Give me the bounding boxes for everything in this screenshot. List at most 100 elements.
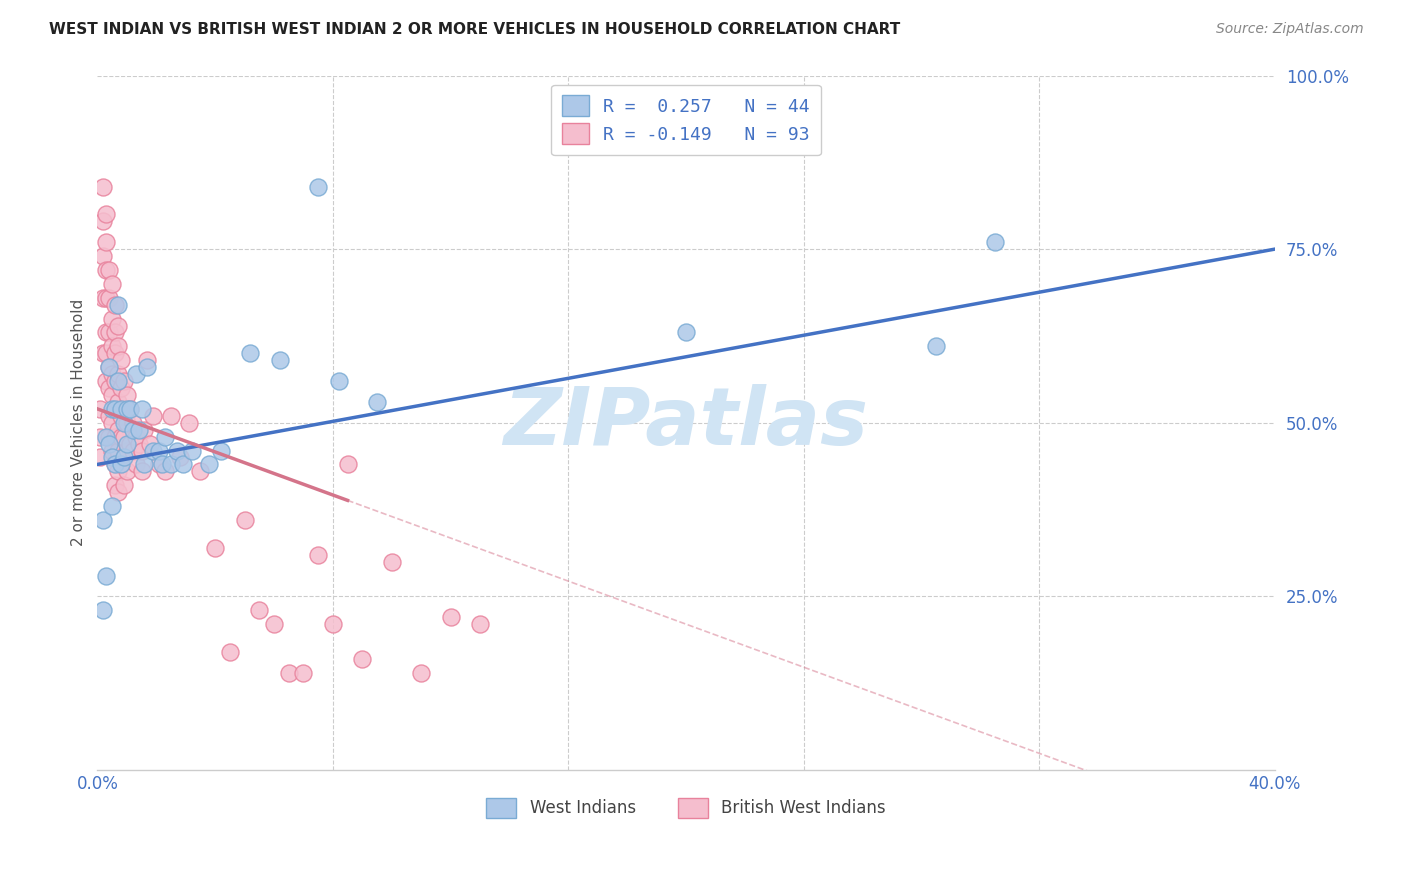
Point bbox=[150, 458, 173, 472]
Point bbox=[110, 381, 132, 395]
Point bbox=[91, 513, 114, 527]
Point bbox=[112, 450, 135, 465]
Point bbox=[139, 436, 162, 450]
Point bbox=[91, 603, 114, 617]
Point bbox=[160, 458, 183, 472]
Point bbox=[89, 450, 111, 465]
Point bbox=[96, 430, 118, 444]
Point bbox=[131, 464, 153, 478]
Point bbox=[239, 346, 262, 360]
Point bbox=[169, 450, 191, 465]
Point bbox=[96, 374, 118, 388]
Legend: West Indians, British West Indians: West Indians, British West Indians bbox=[479, 791, 893, 824]
Point bbox=[136, 360, 159, 375]
Point bbox=[131, 401, 153, 416]
Point bbox=[101, 416, 124, 430]
Point bbox=[98, 360, 121, 375]
Point bbox=[180, 443, 202, 458]
Point bbox=[128, 423, 150, 437]
Point bbox=[96, 207, 118, 221]
Point bbox=[209, 443, 232, 458]
Point bbox=[153, 464, 176, 478]
Point bbox=[98, 409, 121, 423]
Point bbox=[104, 326, 127, 340]
Point bbox=[160, 409, 183, 423]
Point bbox=[107, 318, 129, 333]
Point bbox=[104, 401, 127, 416]
Y-axis label: 2 or more Vehicles in Household: 2 or more Vehicles in Household bbox=[72, 299, 86, 547]
Point bbox=[153, 430, 176, 444]
Point bbox=[118, 401, 141, 416]
Point bbox=[101, 339, 124, 353]
Point bbox=[112, 450, 135, 465]
Point bbox=[91, 291, 114, 305]
Point bbox=[110, 409, 132, 423]
Point bbox=[101, 277, 124, 291]
Point bbox=[112, 401, 135, 416]
Point bbox=[104, 458, 127, 472]
Point bbox=[112, 430, 135, 444]
Point bbox=[118, 436, 141, 450]
Point bbox=[322, 617, 344, 632]
Point bbox=[91, 179, 114, 194]
Point bbox=[121, 416, 143, 430]
Point bbox=[121, 443, 143, 458]
Point bbox=[131, 443, 153, 458]
Point bbox=[984, 235, 1007, 250]
Point bbox=[101, 388, 124, 402]
Point bbox=[190, 464, 212, 478]
Point bbox=[124, 430, 146, 444]
Point bbox=[112, 478, 135, 492]
Point bbox=[411, 665, 433, 680]
Point bbox=[110, 458, 132, 472]
Point bbox=[98, 291, 121, 305]
Point bbox=[98, 381, 121, 395]
Text: WEST INDIAN VS BRITISH WEST INDIAN 2 OR MORE VEHICLES IN HOUSEHOLD CORRELATION C: WEST INDIAN VS BRITISH WEST INDIAN 2 OR … bbox=[49, 22, 900, 37]
Point bbox=[104, 374, 127, 388]
Point bbox=[110, 458, 132, 472]
Point bbox=[124, 458, 146, 472]
Point bbox=[101, 450, 124, 465]
Point bbox=[136, 353, 159, 368]
Point bbox=[439, 610, 461, 624]
Point bbox=[98, 436, 121, 450]
Point bbox=[142, 443, 165, 458]
Point bbox=[128, 436, 150, 450]
Point bbox=[277, 665, 299, 680]
Point bbox=[148, 458, 170, 472]
Point bbox=[104, 458, 127, 472]
Point bbox=[101, 367, 124, 381]
Point bbox=[142, 409, 165, 423]
Point bbox=[91, 346, 114, 360]
Point bbox=[134, 458, 156, 472]
Point bbox=[89, 430, 111, 444]
Point bbox=[204, 541, 226, 555]
Point bbox=[233, 513, 256, 527]
Point bbox=[101, 401, 124, 416]
Point bbox=[98, 326, 121, 340]
Point bbox=[101, 311, 124, 326]
Point bbox=[263, 617, 285, 632]
Point bbox=[925, 339, 948, 353]
Point bbox=[104, 298, 127, 312]
Point bbox=[366, 395, 388, 409]
Point bbox=[115, 443, 138, 458]
Point bbox=[247, 603, 270, 617]
Point bbox=[269, 353, 291, 368]
Point bbox=[96, 263, 118, 277]
Point bbox=[104, 430, 127, 444]
Point bbox=[96, 326, 118, 340]
Point bbox=[107, 464, 129, 478]
Point bbox=[115, 436, 138, 450]
Point bbox=[101, 443, 124, 458]
Point bbox=[110, 353, 132, 368]
Point bbox=[110, 401, 132, 416]
Point bbox=[292, 665, 315, 680]
Point bbox=[134, 423, 156, 437]
Text: Source: ZipAtlas.com: Source: ZipAtlas.com bbox=[1216, 22, 1364, 37]
Point bbox=[336, 458, 359, 472]
Point bbox=[98, 430, 121, 444]
Point bbox=[104, 401, 127, 416]
Point bbox=[104, 346, 127, 360]
Point bbox=[107, 374, 129, 388]
